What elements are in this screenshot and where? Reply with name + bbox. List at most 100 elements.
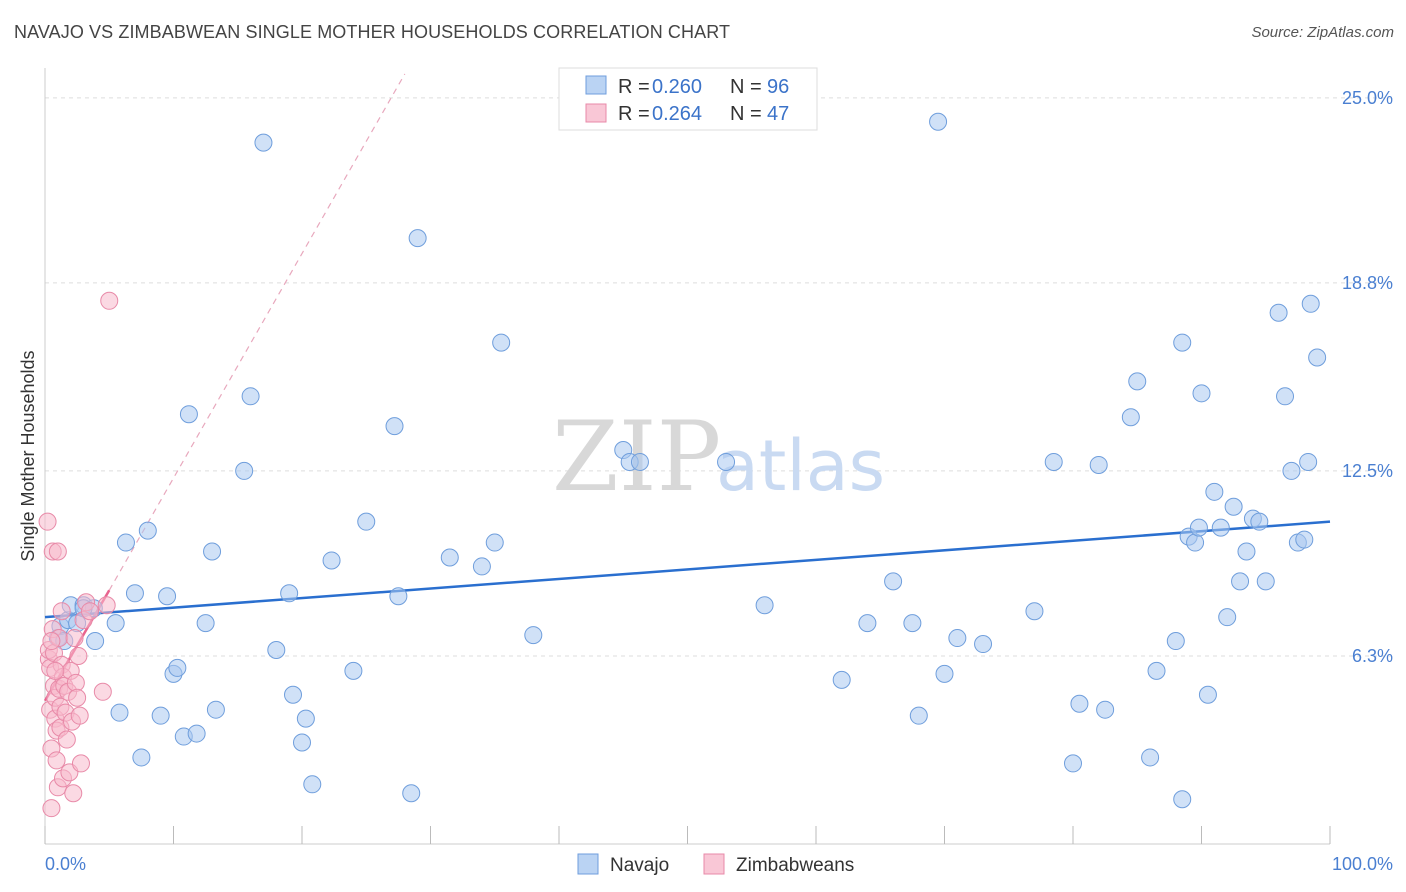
zimbabwean-point-33 [66, 673, 85, 692]
navajo-point-14 [151, 706, 170, 725]
zimbabwean-point-43 [100, 291, 119, 310]
grid-lines [45, 97, 1392, 657]
navajo-point-21 [196, 614, 215, 633]
y-axis-label: Single Mother Households [18, 350, 38, 561]
y-tick-label-2: 18.8% [1342, 273, 1393, 293]
navajo-point-42 [485, 533, 504, 552]
zimbabwean-point-6 [42, 799, 61, 818]
y-tick-label-1: 12.5% [1342, 461, 1393, 481]
navajo-point-81 [1231, 572, 1250, 591]
navajo-point-90 [1295, 530, 1314, 549]
zimbabwean-point-35 [69, 646, 88, 665]
zimbabwean-point-34 [68, 688, 87, 707]
navajo-point-49 [755, 596, 774, 615]
navajo-point-79 [1218, 608, 1237, 627]
navajo-point-87 [1276, 387, 1295, 406]
navajo-point-70 [1173, 790, 1192, 809]
data-points [38, 112, 1327, 818]
navajo-point-67 [1141, 748, 1160, 767]
y-tick-label-3: 25.0% [1342, 88, 1393, 108]
legend-swatch-navajo [585, 75, 607, 95]
zimbabwean-point-31 [64, 784, 83, 803]
x-tick-labels: 0.0% 100.0% [45, 854, 1393, 874]
navajo-point-55 [929, 112, 948, 131]
navajo-point-54 [909, 706, 928, 725]
navajo-point-56 [935, 664, 954, 683]
chart-title: NAVAJO VS ZIMBABWEAN SINGLE MOTHER HOUSE… [14, 22, 731, 42]
navajo-point-84 [1250, 512, 1269, 531]
navajo-point-29 [284, 685, 303, 704]
navajo-point-20 [187, 724, 206, 743]
zimbabwean-point-14 [47, 751, 66, 770]
navajo-point-34 [344, 661, 363, 680]
legend-r-value-zimbabweans: 0.264 [652, 103, 702, 125]
navajo-point-92 [1301, 294, 1320, 313]
navajo-point-35 [357, 512, 376, 531]
navajo-point-61 [1064, 754, 1082, 773]
x-tick-label-0: 0.0% [45, 854, 86, 874]
legend-r-label-zimbabweans: R = [618, 103, 650, 125]
navajo-point-8 [106, 614, 125, 633]
navajo-point-23 [206, 700, 225, 719]
navajo-point-31 [296, 709, 315, 728]
zimbabwean-point-26 [57, 730, 76, 749]
bottom-legend: Navajo Zimbabweans [577, 853, 854, 876]
navajo-point-66 [1128, 372, 1147, 391]
navajo-point-17 [168, 658, 187, 677]
trend-line-zimbabweans-extended [108, 73, 406, 591]
zimbabwean-point-41 [93, 682, 112, 701]
navajo-point-51 [858, 614, 877, 633]
navajo-point-37 [389, 587, 408, 606]
navajo-point-15 [158, 587, 177, 606]
navajo-point-50 [832, 670, 851, 689]
navajo-point-53 [903, 614, 922, 633]
source-label: Source: ZipAtlas.com [1251, 24, 1394, 41]
navajo-point-60 [1044, 452, 1063, 471]
navajo-point-24 [235, 461, 254, 480]
zimbabwean-point-36 [70, 706, 89, 725]
zimbabwean-point-42 [97, 596, 116, 615]
navajo-point-78 [1211, 518, 1230, 537]
legend-swatch-zimbabweans [585, 103, 607, 123]
navajo-point-47 [630, 452, 649, 471]
zimbabwean-point-44 [42, 632, 61, 651]
navajo-point-19 [179, 405, 198, 424]
navajo-point-71 [1173, 333, 1192, 352]
navajo-point-33 [322, 551, 341, 570]
navajo-point-9 [110, 703, 129, 722]
zimbabwean-point-45 [46, 661, 65, 680]
trend-line-navajo [44, 520, 1331, 619]
x-tick-label-1: 100.0% [1332, 854, 1393, 874]
bottom-legend-label-navajo: Navajo [610, 855, 669, 876]
legend-r-value-navajo: 0.260 [652, 76, 702, 98]
navajo-point-40 [440, 548, 459, 567]
navajo-point-68 [1147, 661, 1166, 680]
navajo-point-58 [974, 635, 993, 654]
legend: R = 0.260 N = 96 R = 0.264 N = 47 [558, 67, 818, 131]
navajo-point-59 [1025, 602, 1044, 621]
zimbabwean-point-37 [71, 754, 90, 773]
navajo-point-39 [408, 229, 427, 248]
zimbabwean-point-0 [38, 512, 57, 531]
navajo-point-13 [138, 521, 157, 540]
zimbabwean-point-32 [65, 629, 84, 648]
navajo-point-7 [86, 632, 105, 651]
navajo-point-25 [241, 387, 260, 406]
navajo-point-85 [1256, 572, 1275, 591]
navajo-point-52 [884, 572, 903, 591]
navajo-point-86 [1269, 303, 1288, 322]
navajo-point-64 [1096, 700, 1115, 719]
navajo-point-62 [1070, 694, 1089, 713]
legend-n-label-navajo: N = [730, 76, 762, 98]
navajo-point-26 [254, 133, 273, 152]
navajo-point-69 [1166, 632, 1185, 651]
navajo-point-73 [1186, 533, 1205, 552]
navajo-point-93 [1308, 348, 1327, 367]
watermark-atlas: atlas [716, 425, 885, 507]
navajo-point-63 [1089, 455, 1108, 474]
navajo-point-12 [132, 748, 151, 767]
navajo-point-30 [293, 733, 311, 752]
navajo-point-28 [280, 584, 299, 603]
bottom-legend-label-zimbabweans: Zimbabweans [736, 855, 854, 876]
